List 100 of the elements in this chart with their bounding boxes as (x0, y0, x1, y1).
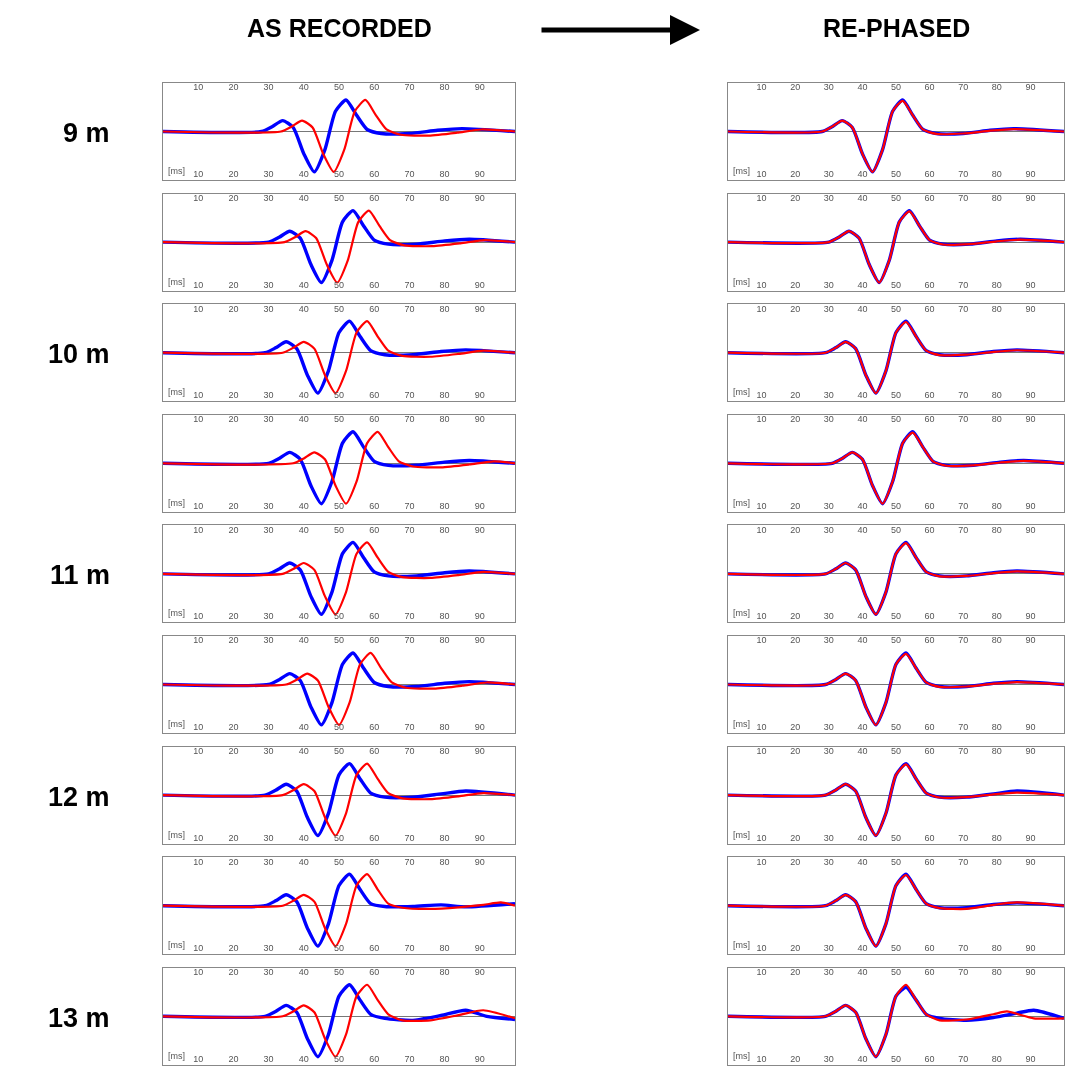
x2-tick-label: 30 (263, 500, 274, 511)
x-tick-label: 90 (474, 635, 485, 646)
x-tick-label: 50 (333, 635, 345, 646)
x2-tick-label: 40 (857, 722, 868, 732)
x-axis-title: [ms] (733, 608, 750, 618)
x2-tick-label: 70 (404, 390, 415, 401)
x2-tick-label: 10 (193, 943, 204, 954)
x-axis-title: [ms] (168, 1051, 185, 1061)
x-tick-label: 40 (857, 169, 868, 179)
x-tick-label: 30 (823, 856, 834, 867)
x-tick-label: 60 (924, 746, 935, 757)
x-tick-label: 90 (474, 303, 485, 314)
x-tick-label: 40 (298, 82, 309, 93)
x-tick-label: 10 (756, 169, 767, 179)
x-tick-label: 30 (823, 635, 834, 646)
x2-tick-label: 70 (958, 390, 969, 401)
x2-tick-label: 10 (756, 611, 767, 622)
x-tick-label: 80 (439, 746, 450, 757)
x-tick-label: 40 (857, 746, 868, 757)
x2-tick-label: 30 (823, 832, 834, 843)
x2-tick-label: 90 (1025, 390, 1036, 401)
x2-tick-label: 50 (890, 1053, 902, 1064)
x-tick-label: 40 (298, 967, 309, 978)
x2-tick-label: 20 (228, 611, 239, 622)
x2-tick-label: 50 (333, 500, 345, 511)
x2-tick-label: 30 (823, 500, 834, 511)
x-tick-label: 60 (369, 303, 380, 314)
x-tick-label: 40 (298, 193, 309, 204)
x2-tick-label: 40 (857, 1053, 868, 1064)
x2-tick-label: 20 (790, 1053, 801, 1064)
x-tick-label: 60 (924, 169, 935, 179)
x-tick-label: 60 (924, 414, 935, 425)
x-tick-label: 50 (333, 967, 345, 978)
x2-tick-label: 90 (474, 1053, 485, 1064)
x-tick-label: 40 (857, 193, 868, 204)
x2-tick-label: 90 (474, 832, 485, 843)
x2-tick-label: 50 (333, 279, 345, 290)
x2-tick-label: 90 (474, 279, 485, 290)
x-tick-label: 20 (790, 193, 801, 204)
x-tick-label: 50 (333, 303, 345, 314)
x2-tick-label: 80 (439, 1053, 450, 1064)
x-tick-label: 60 (924, 856, 935, 867)
x-tick-label: 90 (1025, 524, 1036, 535)
x-tick-label: 90 (474, 524, 485, 535)
x-tick-label: 70 (404, 193, 415, 204)
x2-tick-label: 90 (1025, 943, 1036, 954)
x-axis-title: [ms] (168, 940, 185, 950)
x2-tick-label: 10 (193, 832, 204, 843)
x-tick-label: 50 (890, 967, 902, 978)
x-tick-label: 40 (857, 303, 868, 314)
x2-tick-label: 80 (439, 500, 450, 511)
x-tick-label: 70 (958, 193, 969, 204)
x2-tick-label: 60 (369, 1053, 380, 1064)
x-tick-label: 30 (263, 967, 274, 978)
x2-tick-label: 60 (369, 390, 380, 401)
x2-tick-label: 60 (924, 500, 935, 511)
y-axis-title: 13 m (48, 1003, 110, 1033)
x-tick-label: 90 (1025, 169, 1036, 179)
x2-tick-label: 50 (333, 832, 345, 843)
x-tick-label: 50 (333, 193, 345, 204)
x2-tick-label: 30 (823, 279, 834, 290)
x-tick-label: 70 (958, 635, 969, 646)
x-tick-label: 60 (924, 635, 935, 646)
x-tick-label: 50 (890, 169, 902, 179)
y-axis-title: 10 m (48, 339, 110, 369)
x2-tick-label: 70 (958, 722, 969, 732)
x-tick-label: 70 (404, 635, 415, 646)
x2-tick-label: 20 (790, 390, 801, 401)
x2-tick-label: 50 (333, 943, 345, 954)
x2-tick-label: 50 (890, 832, 902, 843)
x2-tick-label: 90 (1025, 1053, 1036, 1064)
x-tick-label: 30 (263, 635, 274, 646)
x-tick-label: 30 (263, 82, 274, 93)
x-tick-label: 30 (823, 303, 834, 314)
x-axis-title: [ms] (168, 830, 185, 840)
x-tick-label: 60 (369, 193, 380, 204)
x-tick-label: 90 (1025, 967, 1036, 978)
x2-tick-label: 40 (857, 943, 868, 954)
x-tick-label: 80 (439, 856, 450, 867)
x-tick-label: 90 (1025, 414, 1036, 425)
x-tick-label: 50 (890, 193, 902, 204)
x-tick-label: 80 (991, 193, 1002, 204)
x-tick-label: 80 (439, 414, 450, 425)
x2-tick-label: 60 (369, 722, 380, 732)
x-tick-label: 30 (263, 856, 274, 867)
x-tick-label: 60 (369, 635, 380, 646)
x-tick-label: 70 (958, 303, 969, 314)
x-tick-label: 40 (298, 524, 309, 535)
x-tick-label: 20 (228, 746, 239, 757)
x2-tick-label: 60 (924, 390, 935, 401)
x2-tick-label: 50 (333, 611, 345, 622)
x-tick-label: 20 (790, 635, 801, 646)
x2-tick-label: 70 (958, 1053, 969, 1064)
x-tick-label: 30 (823, 193, 834, 204)
x2-tick-label: 70 (404, 943, 415, 954)
x-tick-label: 10 (193, 82, 204, 93)
x-tick-label: 80 (991, 414, 1002, 425)
x2-tick-label: 30 (823, 390, 834, 401)
x-axis-title: [ms] (168, 498, 185, 508)
x2-tick-label: 90 (1025, 279, 1036, 290)
